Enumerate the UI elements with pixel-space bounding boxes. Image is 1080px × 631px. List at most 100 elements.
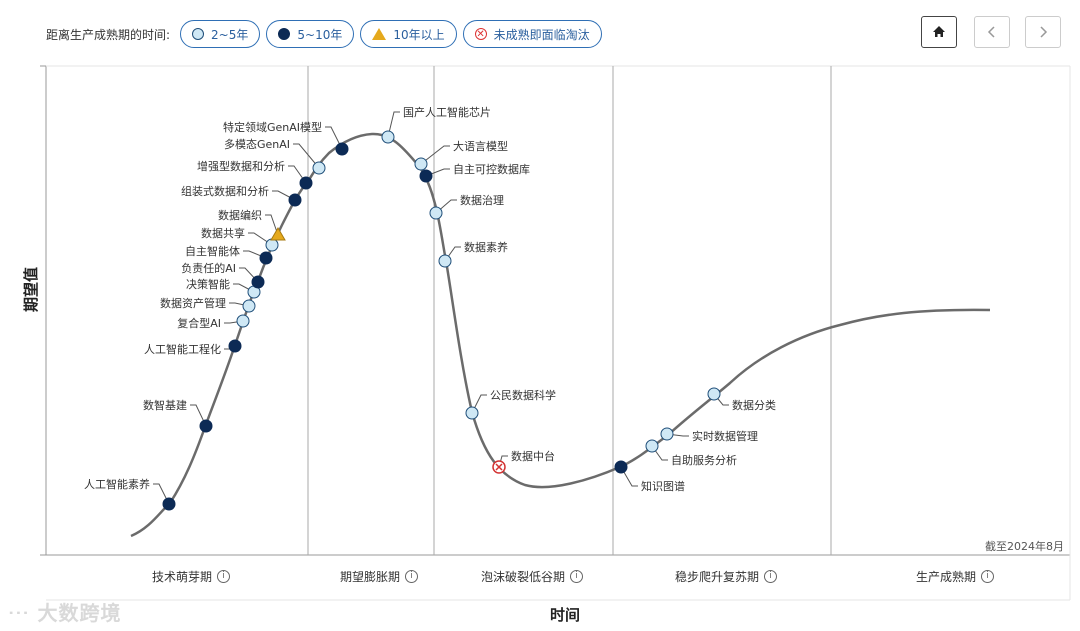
technology-label[interactable]: 负责任的AI — [181, 261, 236, 275]
phase-label: 技术萌芽期 — [151, 570, 213, 584]
technology-label[interactable]: 自主智能体 — [185, 244, 240, 258]
marker-13-light[interactable] — [312, 161, 326, 175]
marker-7-dark[interactable] — [251, 275, 265, 289]
info-icon[interactable]: i — [570, 570, 584, 583]
legend-filter-10-plus-years[interactable]: 10年以上 — [360, 20, 457, 48]
technology-label[interactable]: 自主可控数据库 — [453, 162, 530, 176]
technology-label[interactable]: 决策智能 — [186, 277, 230, 291]
chevron-right-icon — [1040, 26, 1048, 38]
technology-label[interactable]: 数据分类 — [732, 398, 776, 412]
technology-label[interactable]: 数据资产管理 — [160, 296, 226, 310]
chevron-left-icon — [987, 26, 995, 38]
technology-label[interactable]: 知识图谱 — [641, 479, 685, 493]
light-circle-icon — [192, 28, 205, 40]
marker-14-dark[interactable] — [335, 142, 349, 156]
phase-peak-of-expectations[interactable]: 期望膨胀期 i — [340, 568, 419, 585]
marker-20-light[interactable] — [465, 406, 479, 420]
technology-label[interactable]: 数据中台 — [511, 449, 555, 463]
technology-label[interactable]: 特定领域GenAI模型 — [223, 120, 322, 134]
legend-label: 2~5年 — [211, 27, 249, 42]
marker-10-triangle[interactable] — [270, 227, 286, 241]
technology-label[interactable]: 数据编织 — [218, 208, 262, 222]
info-icon[interactable]: i — [764, 570, 778, 583]
technology-label[interactable]: 大语言模型 — [453, 139, 508, 153]
marker-15-light[interactable] — [381, 130, 395, 144]
technology-label[interactable]: 人工智能工程化 — [144, 342, 221, 356]
marker-22-dark[interactable] — [614, 460, 628, 474]
leader-line — [620, 466, 638, 487]
info-icon[interactable]: i — [981, 570, 995, 583]
triangle-icon — [372, 28, 387, 40]
prev-button[interactable] — [974, 16, 1010, 48]
marker-8-dark[interactable] — [259, 251, 273, 265]
watermark-text: 大数跨境 — [37, 601, 122, 625]
leader-line — [420, 145, 450, 165]
technology-label[interactable]: 数据素养 — [464, 240, 508, 254]
leader-line — [387, 111, 400, 138]
technology-label[interactable]: 数据治理 — [460, 193, 504, 207]
phase-trough-of-disillusionment[interactable]: 泡沫破裂低谷期 i — [480, 568, 584, 585]
dark-circle-icon — [278, 28, 291, 40]
leader-line — [288, 165, 307, 184]
phase-label: 泡沫破裂低谷期 — [480, 570, 566, 584]
legend-label: 未成熟即面临淘汰 — [493, 27, 590, 42]
home-button[interactable] — [921, 16, 957, 48]
technology-label[interactable]: 增强型数据和分析 — [197, 159, 285, 173]
leader-line — [265, 214, 279, 236]
technology-labels: 人工智能素养 数智基建 人工智能工程化 复合型AI 数据资产管理 决策智能 负责任的AI 自主… — [84, 105, 776, 493]
y-axis-label: 期望值 — [22, 266, 40, 312]
legend-title: 距离生产成熟期的时间: — [46, 27, 171, 42]
marker-19-light[interactable] — [438, 254, 452, 268]
marker-11-dark[interactable] — [288, 193, 302, 207]
x-circle-icon: ✕ — [474, 28, 487, 40]
marker-17-dark[interactable] — [419, 169, 433, 183]
marker-25-light[interactable] — [707, 387, 721, 401]
marker-16-light[interactable] — [414, 157, 428, 171]
technology-label[interactable]: 复合型AI — [177, 316, 221, 330]
info-icon[interactable]: i — [217, 570, 231, 583]
marker-9-light[interactable] — [265, 238, 279, 252]
marker-12-dark[interactable] — [299, 176, 313, 190]
marker-2-dark[interactable] — [199, 419, 213, 433]
legend-filter-5-10-years[interactable]: 5~10年 — [266, 20, 355, 48]
info-icon[interactable]: i — [405, 570, 419, 583]
marker-3-dark[interactable] — [228, 339, 242, 353]
leader-line — [471, 394, 487, 414]
marker-18-light[interactable] — [429, 206, 443, 220]
home-icon — [933, 26, 945, 37]
marker-5-light[interactable] — [242, 299, 256, 313]
phase-plateau-of-productivity[interactable]: 生产成熟期 i — [915, 568, 995, 585]
x-mark — [495, 463, 503, 471]
phase-slope-of-enlightenment[interactable]: 稳步爬升复苏期 i — [674, 568, 778, 585]
leader-line — [190, 404, 207, 427]
technology-label[interactable]: 多模态GenAI — [224, 137, 290, 151]
label-leaders — [153, 111, 729, 505]
marker-4-light[interactable] — [236, 314, 250, 328]
watermark-logo: ᐧᐧᐧ 大数跨境 — [8, 601, 122, 625]
technology-label[interactable]: 组装式数据和分析 — [181, 184, 269, 198]
legend-filter-obsolete[interactable]: ✕ 未成熟即面临淘汰 — [462, 20, 602, 48]
phase-label: 稳步爬升复苏期 — [674, 570, 760, 584]
marker-24-light[interactable] — [660, 427, 674, 441]
next-button[interactable] — [1025, 16, 1061, 48]
leader-line — [153, 483, 170, 505]
as-of-date: 截至2024年8月 — [985, 540, 1064, 553]
technology-label[interactable]: 人工智能素养 — [84, 477, 150, 491]
leader-line — [325, 126, 343, 150]
x-axis-label: 时间 — [549, 606, 580, 624]
legend-filter-2-5-years[interactable]: 2~5年 — [180, 20, 261, 48]
technology-label[interactable]: 数据共享 — [201, 226, 245, 240]
technology-label[interactable]: 公民数据科学 — [490, 388, 556, 402]
maturity-legend: 距离生产成熟期的时间: 2~5年 5~10年 10年以上 ✕ 未成熟即面临淘汰 — [46, 19, 602, 49]
technology-label[interactable]: 国产人工智能芯片 — [403, 105, 491, 119]
technology-label[interactable]: 自助服务分析 — [671, 453, 737, 467]
technology-label[interactable]: 实时数据管理 — [692, 429, 758, 443]
phase-label: 生产成熟期 — [915, 570, 977, 584]
marker-23-light[interactable] — [645, 439, 659, 453]
legend-label: 5~10年 — [297, 27, 343, 42]
phase-innovation-trigger[interactable]: 技术萌芽期 i — [151, 568, 231, 585]
marker-1-dark[interactable] — [162, 497, 176, 511]
technology-label[interactable]: 数智基建 — [143, 398, 187, 412]
technology-markers — [162, 130, 721, 511]
